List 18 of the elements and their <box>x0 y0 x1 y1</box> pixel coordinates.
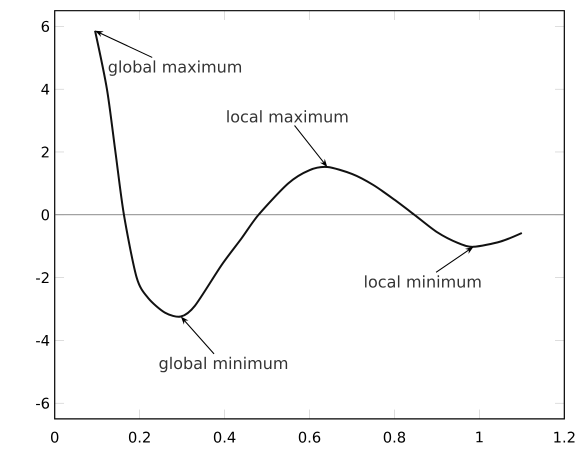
y-tick-label: -2 <box>36 272 49 284</box>
x-tick-label: 1.2 <box>554 432 575 443</box>
x-tick-label: 0.4 <box>214 432 236 443</box>
annotation: local minimum <box>365 275 481 288</box>
y-tick-label: 6 <box>42 20 50 32</box>
annotation: local maximum <box>227 110 348 123</box>
y-tick-label: 0 <box>42 209 50 220</box>
x-tick-label: 0.6 <box>298 432 320 443</box>
x-tick-label: 0.8 <box>384 432 406 443</box>
y-tick-label: 2 <box>42 146 49 158</box>
x-tick-label: 0.2 <box>128 432 150 443</box>
y-tick-label: -4 <box>36 335 50 346</box>
y-tick-label: -6 <box>36 398 50 409</box>
x-tick-label: 1 <box>476 432 483 442</box>
x-tick-label: 0 <box>51 432 58 443</box>
annotation: global minimum <box>159 356 288 372</box>
annotation: global maximum <box>108 60 242 76</box>
y-tick-label: 4 <box>41 84 50 95</box>
